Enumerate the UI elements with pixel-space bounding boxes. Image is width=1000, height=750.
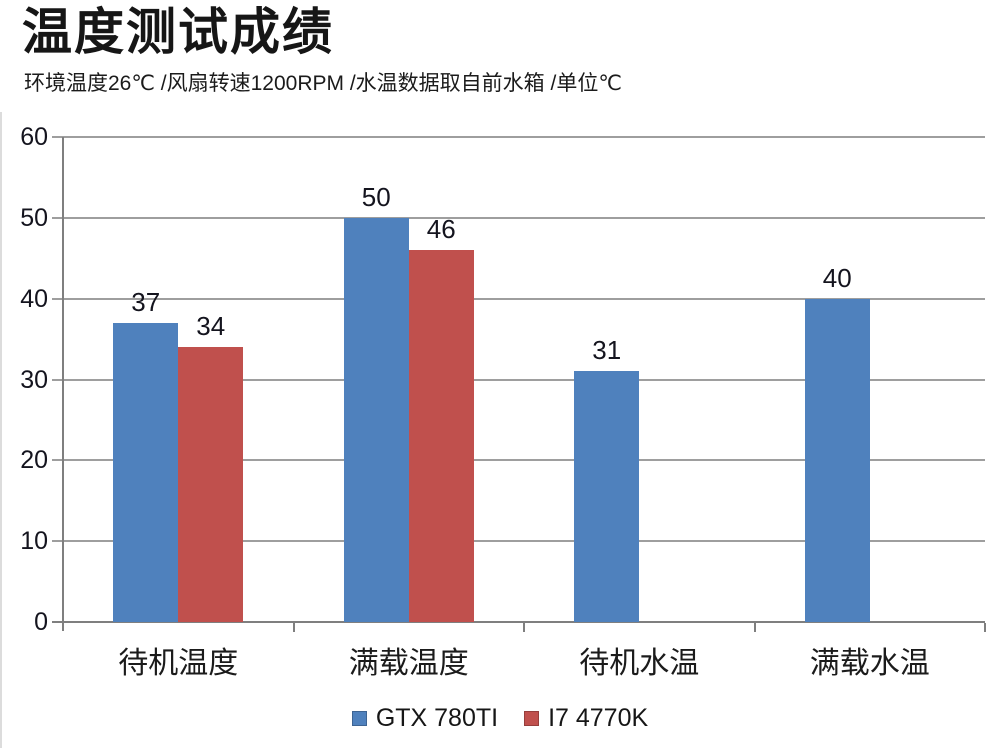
bar-i7-4770k-待机温度	[178, 347, 244, 622]
bar-gtx-780ti-待机温度	[113, 322, 179, 622]
y-axis-tick-label-40: 40	[20, 284, 48, 313]
x-axis-line	[52, 621, 985, 623]
y-axis-tick-label-60: 60	[20, 123, 48, 151]
chart-legend: GTX 780TI I7 4770K	[0, 704, 1000, 733]
gridline-60	[52, 136, 985, 138]
gridline-10	[52, 540, 985, 543]
gridline-30	[52, 378, 985, 381]
bar-value-label-满载温度-GTX 780TI: 50	[361, 181, 391, 212]
y-axis-tick-label-50: 50	[20, 203, 48, 232]
x-axis-tick	[523, 623, 525, 632]
chart-subtitle: 环境温度26℃ /风扇转速1200RPM /水温数据取自前水箱 /单位℃	[24, 72, 622, 95]
x-axis-tick	[292, 623, 295, 632]
x-axis-category-label-待机温度: 待机温度	[118, 647, 239, 680]
bar-value-label-待机温度-I7 4770K: 34	[196, 311, 226, 342]
bar-gtx-780ti-满载温度	[343, 217, 409, 622]
y-axis-tick-label-20: 20	[20, 446, 48, 475]
bar-value-label-待机温度-GTX 780TI: 37	[131, 286, 161, 317]
y-axis-line	[62, 137, 64, 631]
x-axis-category-label-满载温度: 满载温度	[348, 647, 469, 680]
bar-i7-4770k-满载温度	[408, 250, 474, 622]
x-axis-tick	[753, 623, 756, 632]
bar-gtx-780ti-满载水温	[804, 298, 870, 622]
y-axis-tick-label-0: 0	[34, 608, 48, 636]
legend-item-i7-4770k: I7 4770K	[524, 704, 648, 733]
bar-value-label-待机水温-GTX 780TI: 31	[592, 335, 622, 366]
legend-swatch-blue-icon	[351, 711, 367, 726]
bar-gtx-780ti-待机水温	[574, 371, 640, 622]
page-title: 温度测试成绩	[22, 4, 334, 60]
legend-label-i7-4770k: I7 4770K	[548, 704, 649, 732]
gridline-50	[52, 216, 985, 219]
legend-swatch-red-icon	[524, 711, 540, 726]
x-axis-category-label-满载水温: 满载水温	[809, 647, 930, 680]
x-axis-tick	[984, 623, 986, 632]
legend-label-gtx-780ti: GTX 780TI	[375, 704, 499, 732]
legend-item-gtx-780ti: GTX 780TI	[351, 704, 499, 733]
y-axis-tick-label-10: 10	[20, 527, 48, 556]
bar-value-label-满载水温-GTX 780TI: 40	[822, 262, 852, 293]
x-axis-category-label-待机水温: 待机水温	[579, 647, 700, 680]
gridline-40	[52, 297, 985, 300]
left-edge-line	[0, 112, 2, 748]
y-axis-tick-label-30: 30	[20, 365, 48, 394]
bar-value-label-满载温度-I7 4770K: 46	[426, 214, 456, 245]
gridline-20	[52, 459, 985, 462]
